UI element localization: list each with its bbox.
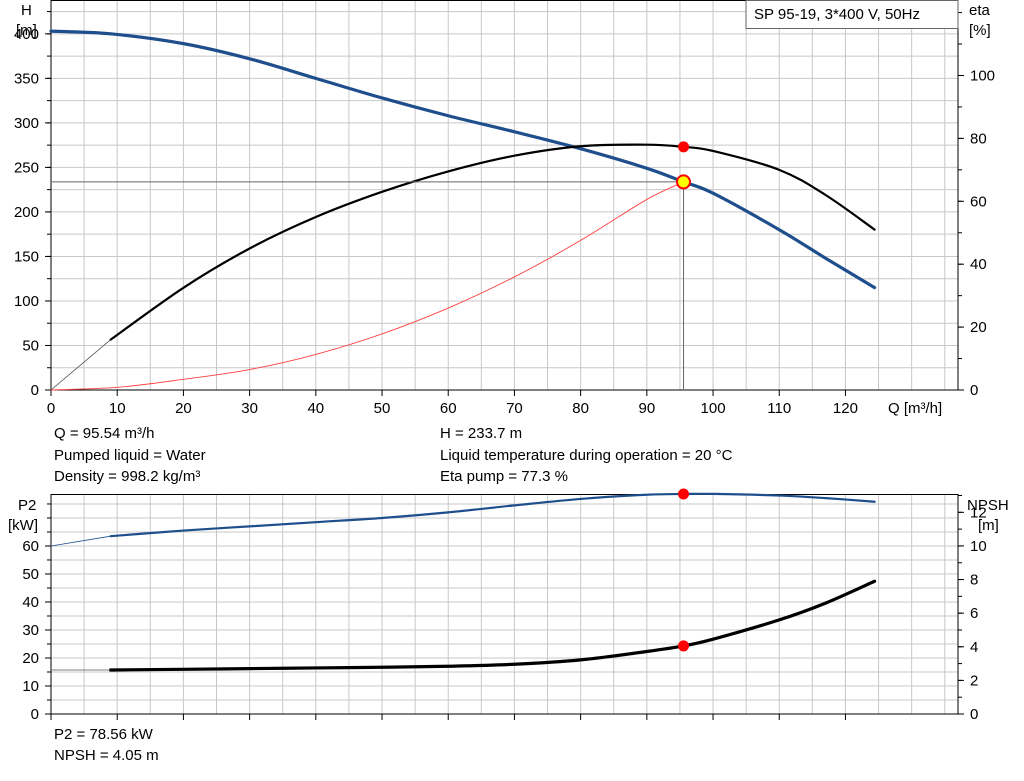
curve-p2 xyxy=(109,492,876,538)
x-tick-label: 80 xyxy=(572,400,589,417)
bottom-left-tick-label: 0 xyxy=(31,706,39,723)
liquid-temperature: Liquid temperature during operation = 20… xyxy=(440,447,733,464)
bottom-left-tick-label: 30 xyxy=(22,622,39,639)
curve-eta-extrapolated xyxy=(50,339,111,391)
x-tick-label: 10 xyxy=(109,400,126,417)
top-left-tick-label: 200 xyxy=(14,204,39,221)
bottom-panel-grid xyxy=(51,494,958,714)
top-right-tick-label: 40 xyxy=(970,256,987,273)
bottom-left-tick-label: 40 xyxy=(22,594,39,611)
x-tick-label: 70 xyxy=(506,400,523,417)
top-left-tick-label: 100 xyxy=(14,293,39,310)
top-left-tick-label: 350 xyxy=(14,70,39,87)
top-left-tick-label: 250 xyxy=(14,159,39,176)
npsh-point-marker xyxy=(678,640,690,652)
bottom-right-tick-label: 8 xyxy=(970,572,978,589)
top-left-tick-label: 150 xyxy=(14,248,39,265)
x-tick-label: 60 xyxy=(440,400,457,417)
top-right-tick-label: 20 xyxy=(970,319,987,336)
bottom-right-tick-label: 0 xyxy=(970,706,978,723)
x-tick-label: 100 xyxy=(701,400,726,417)
operating-points xyxy=(676,141,692,652)
bottom-right-tick-label: 12 xyxy=(970,504,987,521)
axis-labels: H [m] eta [%] Q [m³/h] P2 [kW] NPSH [m] xyxy=(8,2,1009,534)
curve-p2-extrapolated xyxy=(50,535,111,547)
x-tick-label: 90 xyxy=(638,400,655,417)
pumped-liquid: Pumped liquid = Water xyxy=(54,447,206,464)
top-right-axis-unit: [%] xyxy=(969,22,991,39)
top-right-axis-name: eta xyxy=(969,2,991,19)
curve-system-curve xyxy=(50,181,684,391)
bottom-left-axis-unit: [kW] xyxy=(8,517,38,534)
top-right-tick-label: 60 xyxy=(970,193,987,210)
bottom-right-tick-label: 2 xyxy=(970,672,978,689)
curve-head-extrapolated xyxy=(50,30,112,35)
bottom-right-tick-label: 4 xyxy=(970,639,978,656)
axis-ticks: 0501001502002503003504000204060801000102… xyxy=(14,11,995,723)
panel-frames xyxy=(45,0,964,715)
title-box-frame xyxy=(745,0,959,29)
duty-point-marker xyxy=(676,174,692,190)
x-tick-label: 110 xyxy=(767,400,791,417)
x-tick-label: 20 xyxy=(175,400,192,417)
x-tick-label: 50 xyxy=(374,400,391,417)
curve-eta xyxy=(109,143,876,341)
x-axis-label: Q [m³/h] xyxy=(888,400,942,417)
bottom-right-axis-name: NPSH xyxy=(967,497,1009,514)
bottom-left-axis-name: P2 xyxy=(18,497,36,514)
x-tick-label: 30 xyxy=(241,400,258,417)
x-tick-label: 40 xyxy=(307,400,324,417)
top-left-tick-label: 400 xyxy=(14,26,39,43)
density-value: Density = 998.2 kg/m³ xyxy=(54,468,201,485)
top-right-tick-label: 100 xyxy=(970,67,995,84)
top-left-tick-label: 300 xyxy=(14,115,39,132)
eta-value: Eta pump = 77.3 % xyxy=(440,468,568,485)
bottom-left-tick-label: 50 xyxy=(22,566,39,583)
top-left-axis-unit: [m] xyxy=(16,22,37,39)
bottom-right-axis-unit: [m] xyxy=(978,517,999,534)
bottom-left-tick-label: 60 xyxy=(22,538,39,555)
p2-point-marker xyxy=(678,488,690,500)
top-panel-grid xyxy=(51,0,958,390)
title-box: SP 95-19, 3*400 V, 50Hz xyxy=(745,0,959,29)
p2-value: P2 = 78.56 kW xyxy=(54,726,153,743)
top-right-tick-label: 80 xyxy=(970,130,987,147)
top-left-axis-name: H xyxy=(21,2,32,19)
eta-point-marker xyxy=(678,141,690,153)
bottom-left-tick-label: 20 xyxy=(22,650,39,667)
q-value: Q = 95.54 m³/h xyxy=(54,425,155,442)
bottom-left-tick-label: 10 xyxy=(22,678,39,695)
h-value: H = 233.7 m xyxy=(440,425,523,442)
curve-npsh xyxy=(108,579,877,672)
top-left-tick-label: 0 xyxy=(31,382,39,399)
title-box-text: SP 95-19, 3*400 V, 50Hz xyxy=(754,6,920,23)
curve-head xyxy=(49,29,877,290)
x-tick-label: 120 xyxy=(833,400,858,417)
bottom-right-tick-label: 10 xyxy=(970,538,987,555)
bottom-right-tick-label: 6 xyxy=(970,605,978,622)
top-left-tick-label: 50 xyxy=(22,337,39,354)
x-tick-label: 0 xyxy=(47,400,55,417)
top-right-tick-label: 0 xyxy=(970,382,978,399)
curve-duty-lines xyxy=(50,181,685,391)
npsh-value: NPSH = 4.05 m xyxy=(54,747,159,764)
